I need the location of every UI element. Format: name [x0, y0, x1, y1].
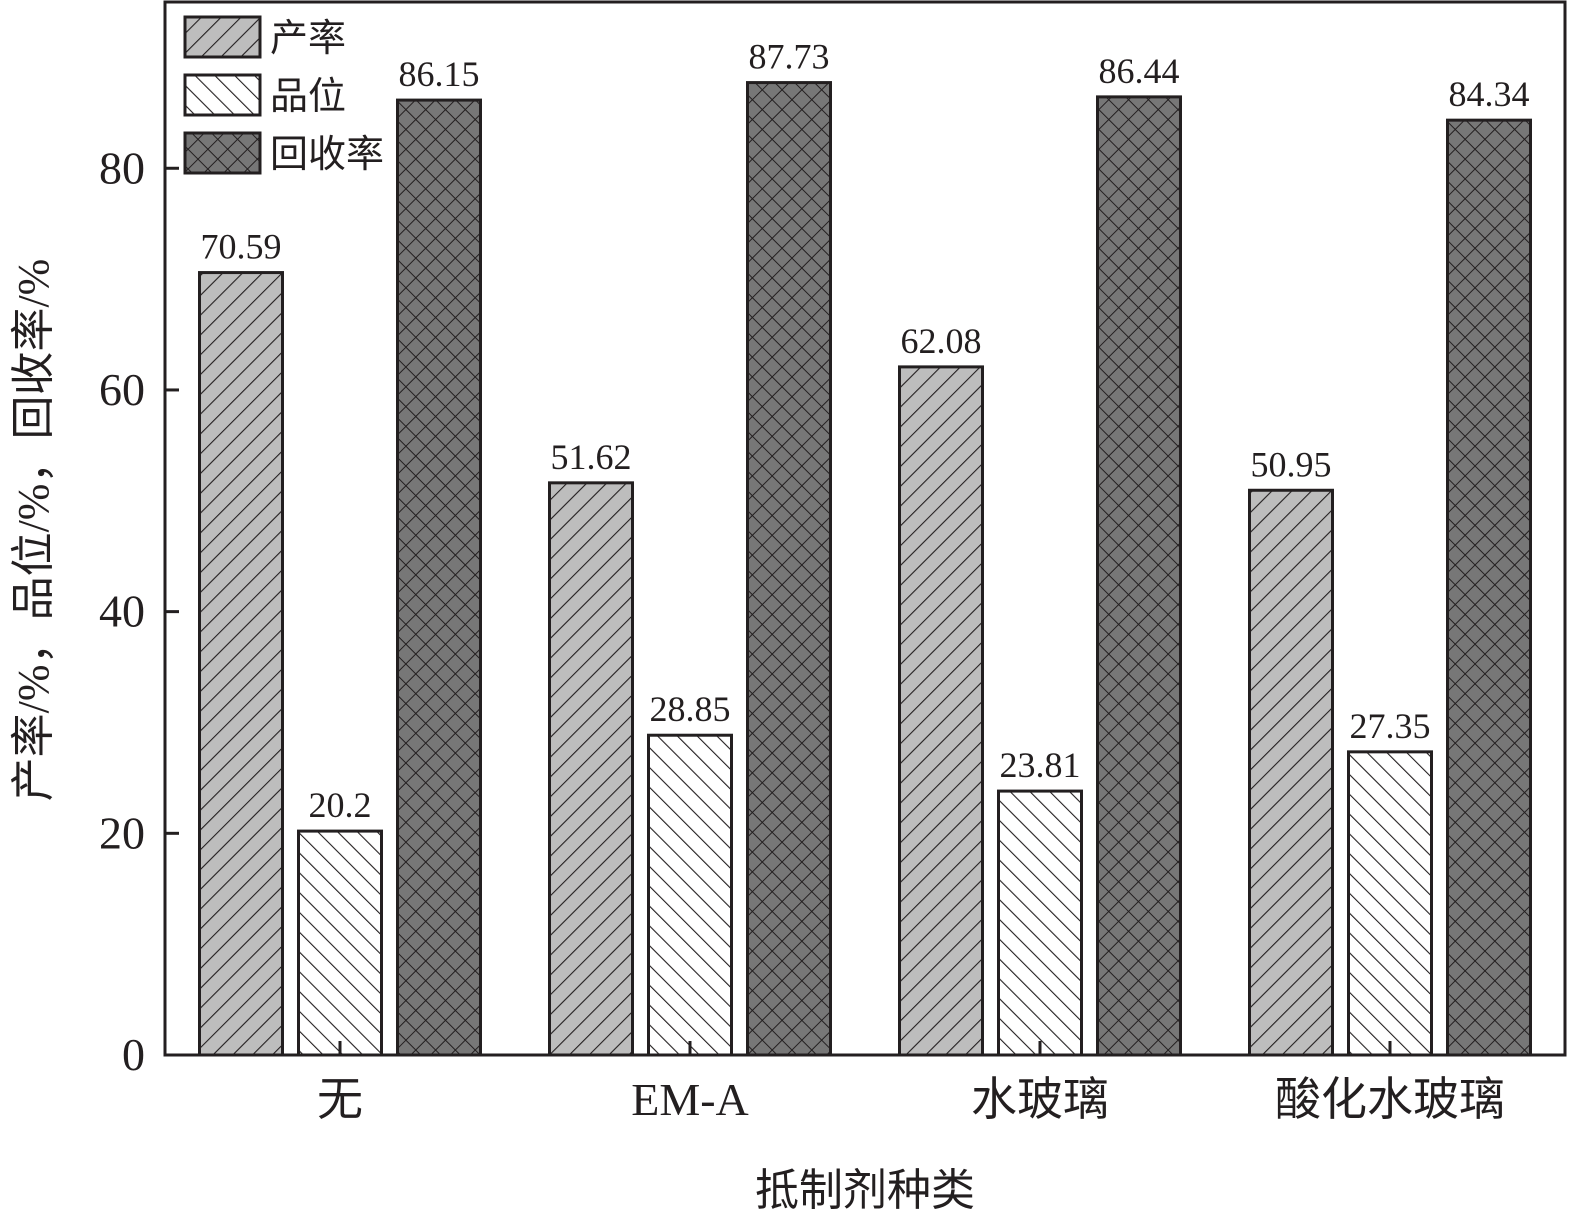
x-tick-label: 无	[317, 1074, 363, 1125]
data-label: 50.95	[1251, 444, 1332, 484]
data-label: 84.34	[1449, 74, 1530, 114]
x-axis-title: 抵制剂种类	[755, 1166, 975, 1215]
legend-swatch	[183, 15, 262, 59]
bar-品位-酸化水玻璃	[1347, 750, 1433, 1057]
y-axis-title: 产率/%，品位/%，回收率/%	[9, 259, 58, 802]
bar-回收率-EM-A	[746, 81, 832, 1057]
bar-产率-无	[198, 271, 284, 1057]
data-label: 86.15	[399, 54, 480, 94]
bar-品位-无	[297, 829, 383, 1057]
x-tick-label: EM-A	[631, 1074, 749, 1125]
data-label: 27.35	[1350, 706, 1431, 746]
y-tick-label: 20	[99, 807, 145, 858]
bar-产率-EM-A	[548, 481, 634, 1057]
y-tick-label: 60	[99, 364, 145, 415]
bar-产率-水玻璃	[898, 365, 984, 1057]
data-label: 70.59	[201, 227, 282, 267]
bar-回收率-水玻璃	[1096, 95, 1182, 1057]
x-tick-label: 酸化水玻璃	[1275, 1074, 1505, 1125]
data-label: 51.62	[551, 437, 632, 477]
data-label: 28.85	[650, 689, 731, 729]
legend-swatch	[183, 131, 262, 175]
y-tick-label: 80	[99, 142, 145, 193]
legend-swatch	[183, 73, 262, 117]
data-label: 87.73	[749, 37, 830, 77]
bar-品位-EM-A	[647, 733, 733, 1057]
data-label: 62.08	[901, 321, 982, 361]
data-label: 23.81	[1000, 745, 1081, 785]
plot-frame	[163, 0, 1567, 1057]
bar-品位-水玻璃	[997, 789, 1083, 1057]
bar-产率-酸化水玻璃	[1248, 488, 1334, 1057]
legend-label: 回收率	[270, 134, 384, 176]
data-label: 86.44	[1099, 51, 1180, 91]
bar-回收率-酸化水玻璃	[1446, 118, 1532, 1057]
x-tick-label: 水玻璃	[971, 1074, 1109, 1125]
y-tick-label: 40	[99, 586, 145, 637]
data-label: 20.2	[309, 785, 372, 825]
legend-label: 品位	[270, 76, 346, 118]
legend-label: 产率	[270, 18, 346, 60]
y-tick-label: 0	[122, 1029, 145, 1080]
bar-回收率-无	[396, 98, 482, 1057]
